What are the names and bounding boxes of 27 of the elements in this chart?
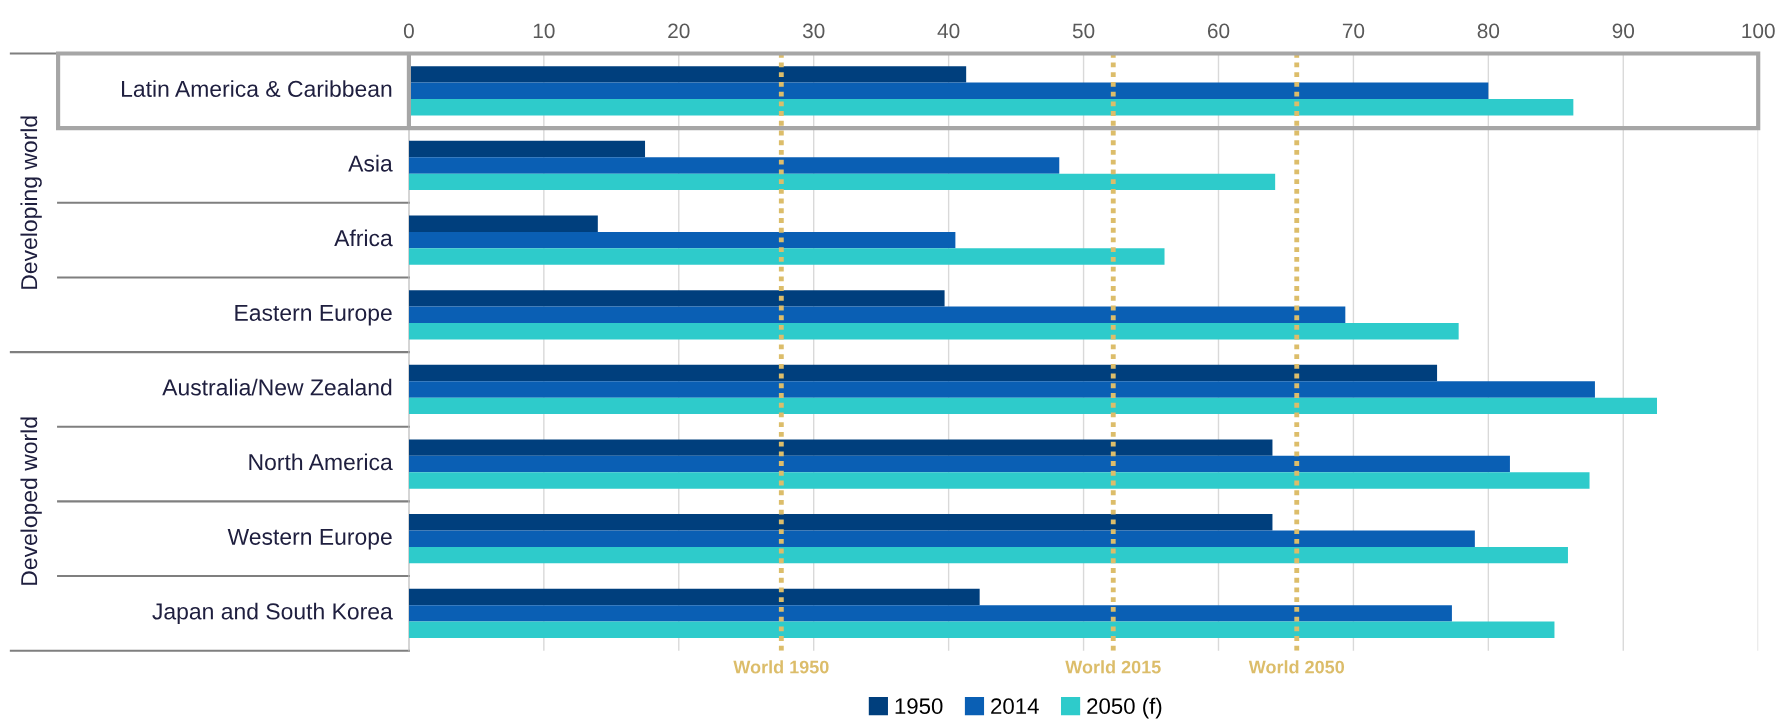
y-tick-label: Asia — [348, 154, 393, 172]
x-tick-label: 80 — [1477, 23, 1500, 39]
y-tick-label: Western Europe — [227, 528, 392, 550]
y-tick-label: Africa — [334, 229, 393, 247]
ref-line-label: World 2015 — [1065, 660, 1161, 674]
ref-line-label: World 1950 — [733, 660, 829, 674]
x-tick-label: 90 — [1612, 23, 1635, 39]
x-tick-label: 10 — [533, 23, 555, 39]
x-tick-label: 100 — [1742, 23, 1775, 39]
legend-label: 2014 — [991, 698, 1039, 715]
x-tick-label: 0 — [403, 23, 414, 39]
text: Developed world — [20, 417, 42, 585]
x-tick-label: 20 — [668, 23, 690, 39]
x-tick-label: 50 — [1072, 23, 1095, 39]
x-tick-label: 30 — [802, 23, 825, 39]
x-tick-label: 60 — [1207, 23, 1230, 39]
legend-label: 2050 (f) — [1087, 697, 1162, 719]
text: Developing world — [20, 116, 42, 289]
x-tick-label: 40 — [937, 23, 960, 39]
y-tick-label: Eastern Europe — [235, 304, 392, 326]
y-tick-label: North America — [249, 453, 393, 471]
y-tick-label: Australia/New Zealand — [162, 378, 392, 396]
y-tick-label: Latin America & Caribbean — [122, 80, 392, 97]
ref-line-label: World 2050 — [1248, 660, 1345, 674]
legend-label: 1950 — [895, 698, 943, 715]
y-tick-label: Japan and South Korea — [152, 602, 393, 625]
x-tick-label: 70 — [1342, 23, 1365, 39]
